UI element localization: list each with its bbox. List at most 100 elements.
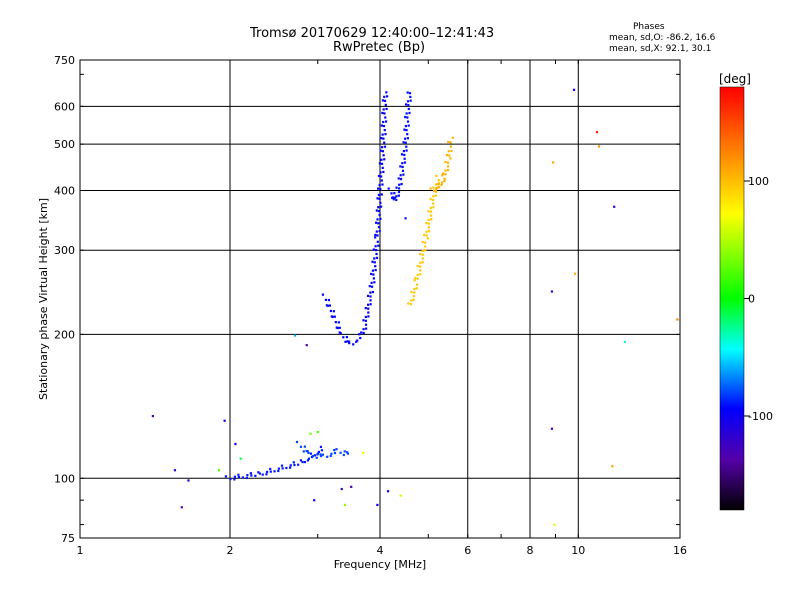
data-point <box>333 449 336 452</box>
data-point <box>320 449 324 452</box>
data-point <box>402 173 405 176</box>
data-point <box>410 299 413 302</box>
data-point <box>413 287 416 291</box>
data-point <box>380 162 384 165</box>
data-point <box>377 187 380 190</box>
data-point <box>374 236 377 239</box>
data-point <box>444 160 447 164</box>
data-point <box>395 186 398 189</box>
x-tick-label: 10 <box>571 544 585 557</box>
data-point <box>307 451 310 454</box>
data-point <box>448 154 451 157</box>
data-point <box>406 133 409 136</box>
data-point <box>379 149 382 152</box>
data-point <box>378 197 381 201</box>
data-point <box>429 187 432 190</box>
data-point <box>419 269 422 272</box>
data-point <box>254 474 257 478</box>
data-point <box>348 342 351 345</box>
data-point <box>374 265 377 268</box>
data-point <box>424 245 427 248</box>
data-point <box>552 161 555 164</box>
data-point <box>380 137 383 140</box>
data-point <box>443 180 446 183</box>
data-point <box>377 206 380 209</box>
data-point <box>360 331 363 334</box>
data-point <box>409 99 412 102</box>
data-point <box>404 217 407 220</box>
data-point <box>173 469 177 472</box>
data-point <box>370 272 373 276</box>
data-point <box>437 182 441 185</box>
data-point <box>412 295 415 298</box>
data-point <box>311 455 315 458</box>
y-tick-label: 500 <box>54 138 75 151</box>
data-point <box>440 181 444 184</box>
data-point <box>373 281 376 284</box>
data-point <box>383 145 387 148</box>
data-point <box>401 162 404 165</box>
data-point <box>336 326 339 330</box>
data-point <box>434 188 437 192</box>
data-point <box>297 463 300 466</box>
data-point <box>432 186 435 189</box>
data-point <box>385 107 388 111</box>
data-point <box>303 445 306 448</box>
data-point <box>393 192 396 195</box>
data-point <box>345 335 348 339</box>
data-point <box>421 257 424 260</box>
data-point <box>269 470 272 473</box>
data-point <box>362 319 365 322</box>
data-point <box>377 244 380 247</box>
data-point <box>611 465 614 468</box>
data-point <box>387 187 390 190</box>
data-point <box>381 150 384 153</box>
data-point <box>399 494 402 497</box>
data-point <box>426 237 429 240</box>
data-point <box>315 456 318 459</box>
data-point <box>392 198 395 201</box>
data-point <box>444 173 447 176</box>
data-point <box>376 234 379 237</box>
data-point <box>447 140 450 144</box>
data-point <box>400 182 403 186</box>
data-point <box>319 445 323 449</box>
data-point <box>374 249 378 252</box>
data-point <box>427 226 431 229</box>
data-point <box>425 221 428 225</box>
data-point <box>368 285 371 288</box>
data-point <box>380 193 383 196</box>
data-point <box>377 209 381 213</box>
colorbar-tick-label: 100 <box>748 175 769 188</box>
data-point <box>419 265 422 268</box>
colorbar <box>719 86 745 511</box>
phase-stats-o: mean, sd,O: -86.2, 16.6 <box>609 33 716 43</box>
data-point <box>415 283 419 286</box>
data-point <box>384 120 388 123</box>
data-point <box>595 131 599 134</box>
data-point <box>293 463 296 467</box>
data-point <box>187 479 190 482</box>
data-point <box>379 217 382 220</box>
data-point <box>441 174 444 177</box>
data-point <box>451 136 454 139</box>
data-point <box>432 202 435 205</box>
data-point <box>249 472 252 475</box>
data-point <box>265 473 268 476</box>
data-point <box>180 506 183 509</box>
data-point <box>550 427 554 430</box>
data-point <box>370 281 373 284</box>
data-point <box>151 414 155 418</box>
data-point <box>241 476 244 479</box>
data-point <box>676 318 679 321</box>
data-point <box>386 95 389 98</box>
data-point <box>384 133 387 136</box>
data-point <box>397 194 400 197</box>
data-point <box>364 307 367 310</box>
data-point <box>378 229 381 233</box>
data-point <box>305 344 308 347</box>
data-point <box>446 168 450 172</box>
data-point <box>371 269 375 272</box>
data-point <box>449 141 452 144</box>
data-point <box>550 290 554 293</box>
